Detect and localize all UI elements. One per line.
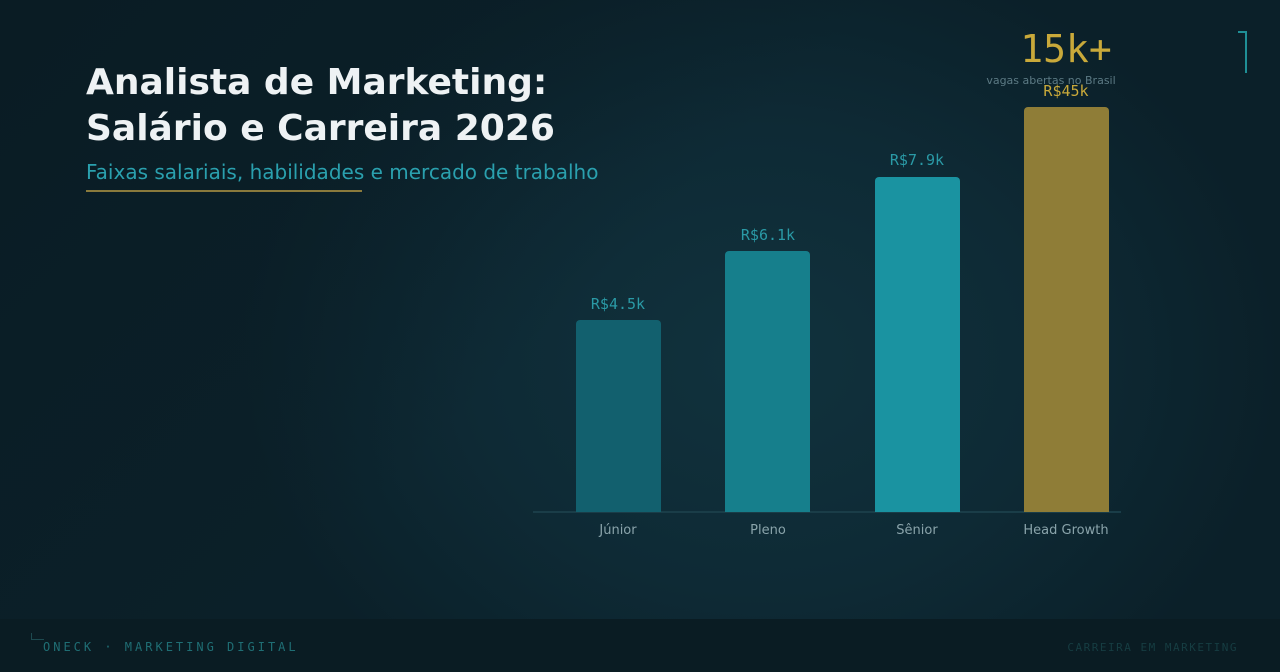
stat-value: 15k+ [1020,27,1112,71]
title-line-2: Salário e Carreira 2026 [86,108,555,149]
title-line-1: Analista de Marketing: [86,62,548,103]
footer-bracket-decoration [31,633,44,640]
bar-value-label: R$45k [1043,82,1089,100]
category-label: Sênior [896,523,938,538]
bar-junior [576,320,661,512]
footer-tagline: CARREIRA EM MARKETING [1067,641,1238,654]
category-label: Júnior [599,523,637,538]
category-label: Pleno [750,523,786,538]
category-label: Head Growth [1023,523,1109,538]
bar-value-label: R$7.9k [889,151,945,169]
x-axis-line [533,511,1121,513]
footer-brand: ONECK · MARKETING DIGITAL [43,640,299,654]
title-underline [86,190,362,192]
page-subtitle: Faixas salariais, habilidades e mercado … [86,160,599,184]
page-title: Analista de Marketing: Salário e Carreir… [86,60,555,152]
corner-bracket-decoration [1238,31,1247,73]
footer-bar [0,619,1280,672]
stat-label: vagas abertas no Brasil [986,74,1116,87]
bar-head-growth [1024,107,1109,512]
bar-senior [875,177,960,512]
bar-value-label: R$6.1k [740,226,796,244]
bar-pleno [725,251,810,512]
bar-value-label: R$4.5k [590,295,646,313]
